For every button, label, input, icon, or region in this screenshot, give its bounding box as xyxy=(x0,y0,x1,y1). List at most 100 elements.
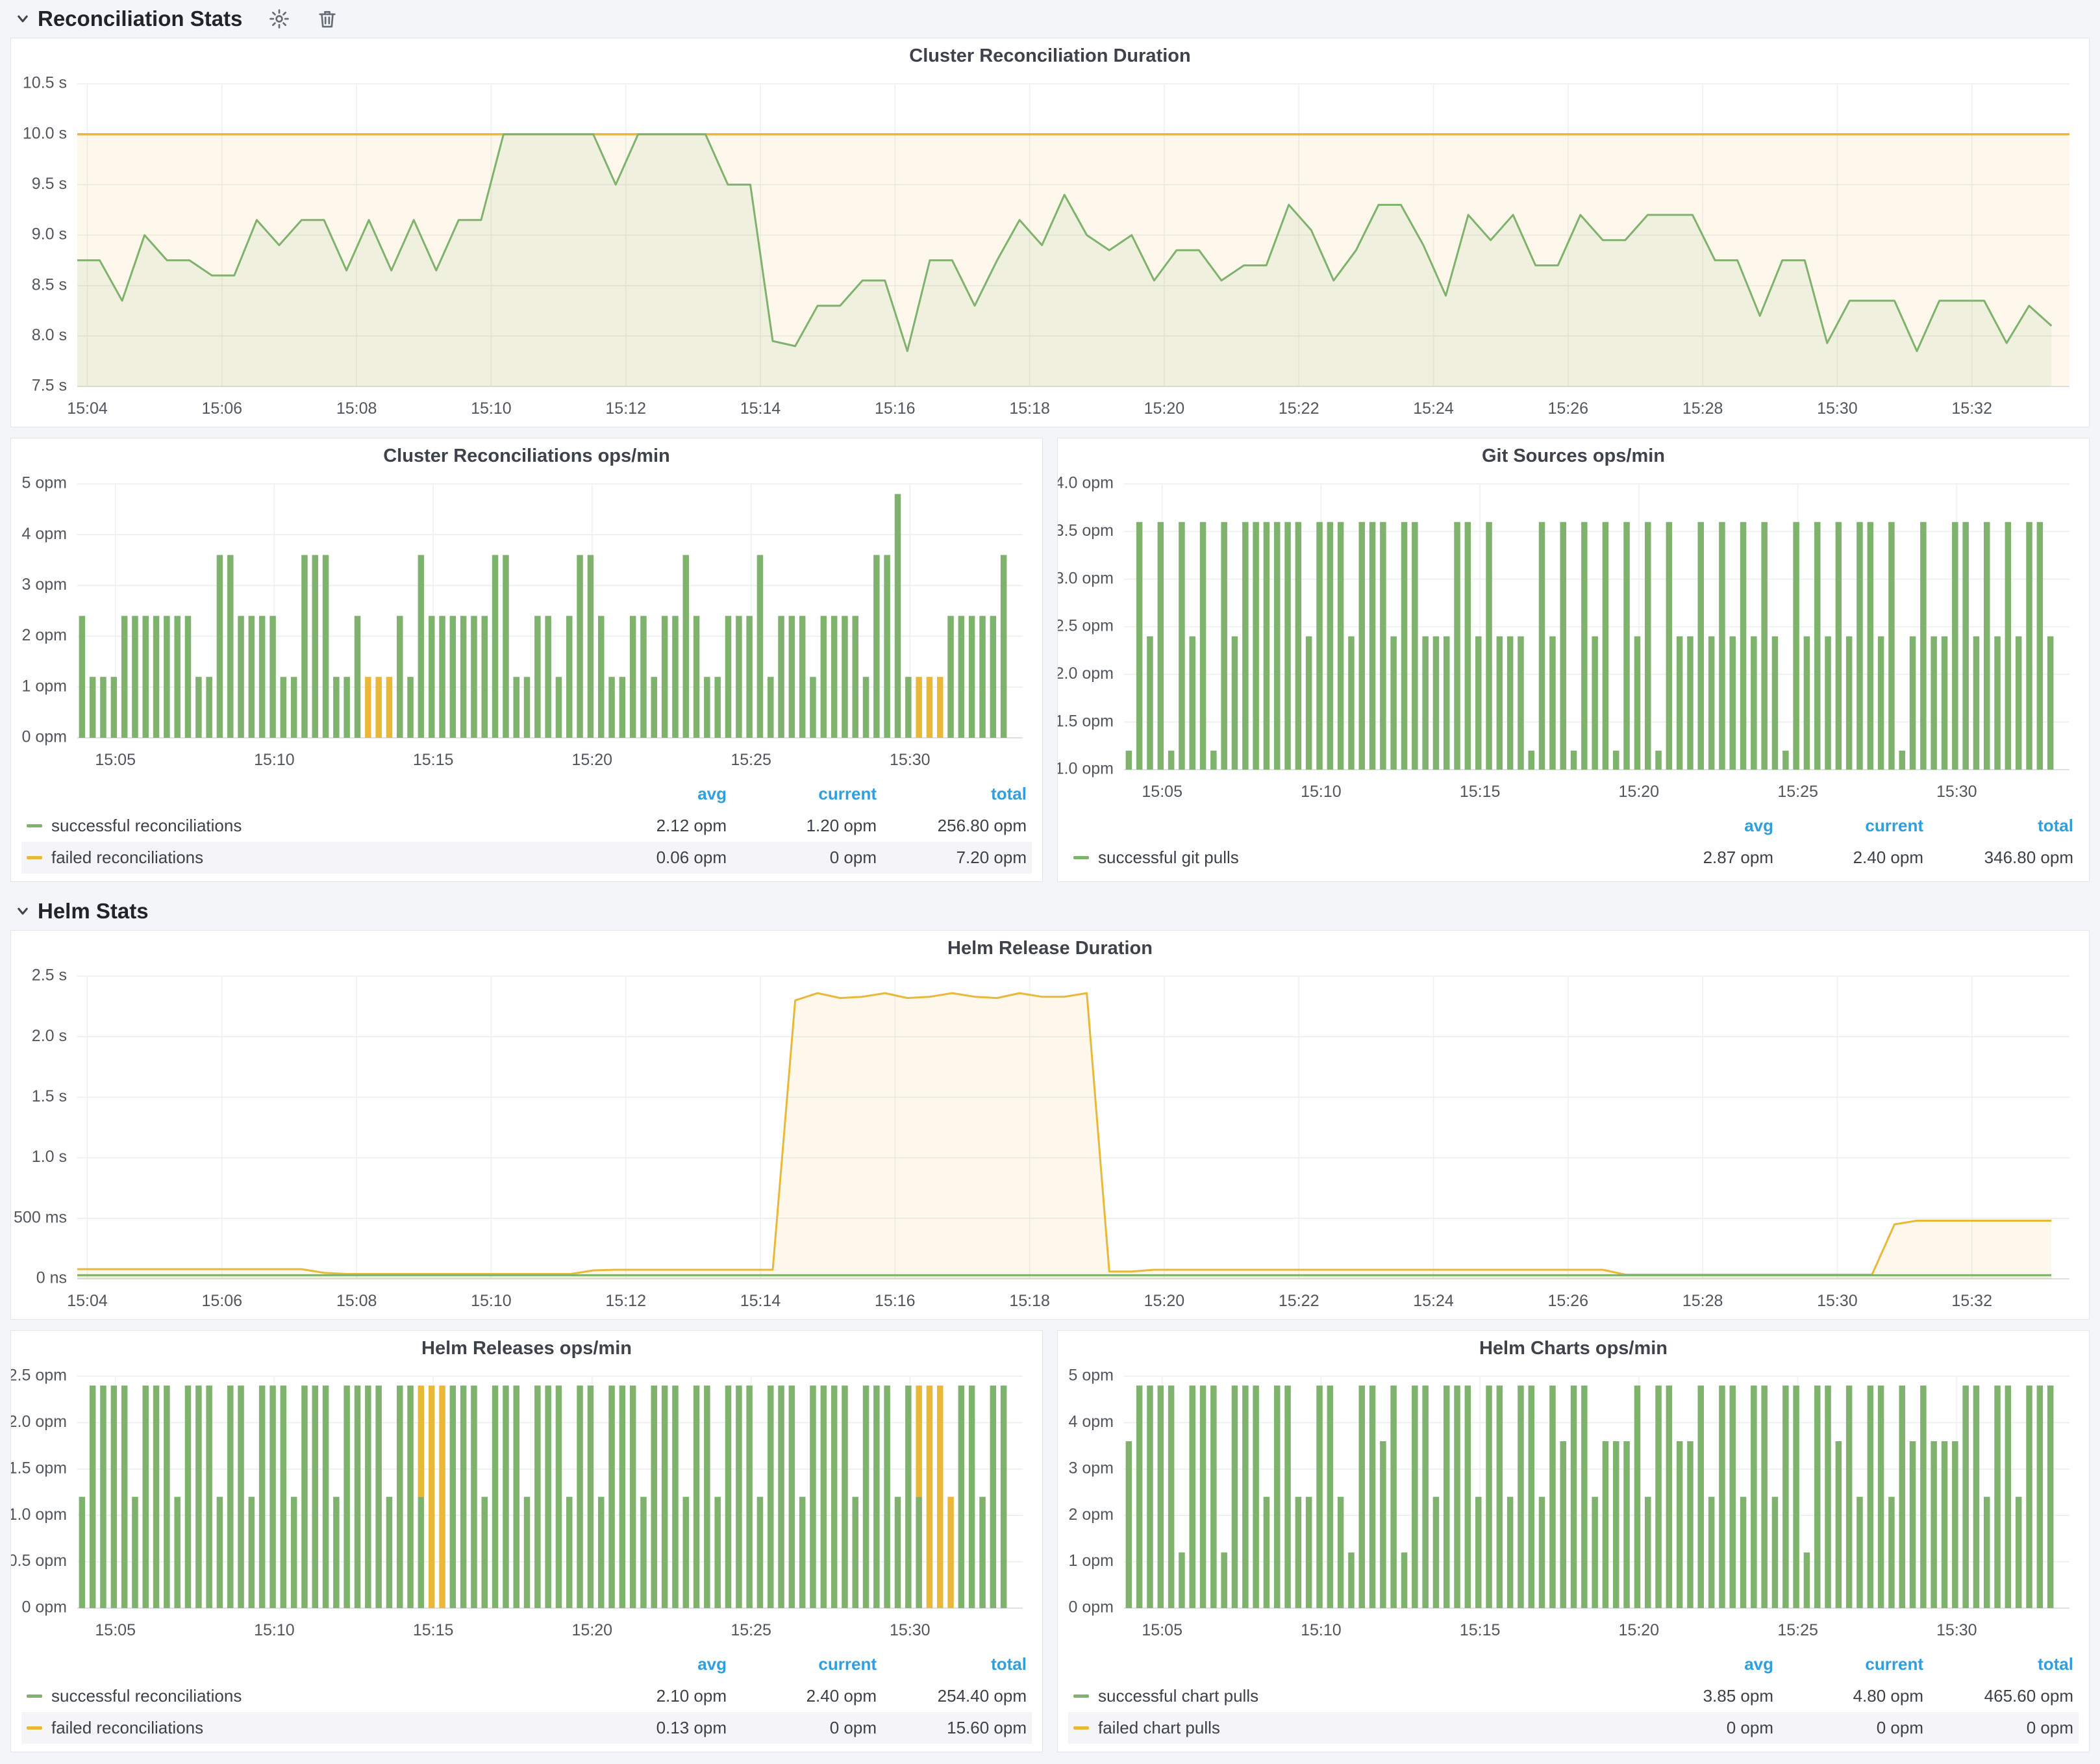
legend-current-value: 0 opm xyxy=(829,848,877,867)
svg-text:15:04: 15:04 xyxy=(67,399,108,418)
legend-current-value: 0 opm xyxy=(829,1718,877,1737)
legend-series-label[interactable]: successful reconciliations xyxy=(21,1680,582,1712)
svg-text:15:25: 15:25 xyxy=(1777,783,1818,801)
panel-title[interactable]: Helm Releases ops/min xyxy=(421,1338,632,1359)
cluster-reconciliations-plot[interactable]: 15:05 15:10 15:15 15:20 15:25 15:30 0 opm 1 opm… xyxy=(11,473,1042,778)
svg-text:15:16: 15:16 xyxy=(875,1292,916,1310)
svg-text:15:08: 15:08 xyxy=(336,1292,377,1310)
svg-text:15:30: 15:30 xyxy=(1817,399,1858,418)
svg-text:1.5 opm: 1.5 opm xyxy=(1058,712,1114,730)
svg-text:15:26: 15:26 xyxy=(1548,1292,1589,1310)
panel-helm-release-duration: Helm Release Duration 15:04 15:06 15:08 15:… xyxy=(10,930,2090,1320)
legend-avg-value: 2.12 opm xyxy=(656,816,727,835)
svg-text:15:06: 15:06 xyxy=(202,1292,243,1310)
panel-title[interactable]: Helm Charts ops/min xyxy=(1479,1338,1668,1359)
git-sources-plot[interactable]: 15:05 15:10 15:15 15:20 15:25 15:30 1.0 opm 1.5… xyxy=(1058,473,2089,810)
helm-charts-plot[interactable]: 15:05 15:10 15:15 15:20 15:25 15:30 0 opm 1 opm… xyxy=(1058,1366,2089,1648)
svg-text:2.0 opm: 2.0 opm xyxy=(1058,664,1114,683)
legend-series-label[interactable]: successful reconciliations xyxy=(21,810,582,842)
panel-title[interactable]: Helm Release Duration xyxy=(947,938,1153,959)
svg-text:15:20: 15:20 xyxy=(1619,783,1660,801)
svg-text:15:26: 15:26 xyxy=(1548,399,1589,418)
svg-text:15:25: 15:25 xyxy=(731,1621,771,1639)
legend-header-total[interactable]: total xyxy=(991,784,1027,803)
series-color-dash-icon xyxy=(1073,1726,1089,1730)
legend-header-avg[interactable]: avg xyxy=(697,1654,727,1674)
helm-releases-chart[interactable]: 15:05 15:10 15:15 15:20 15:25 15:30 0 opm 0.5 o… xyxy=(11,1366,1042,1648)
svg-text:0 opm: 0 opm xyxy=(22,1598,67,1617)
panel-cluster-reconciliation-duration: Cluster Reconciliation Duration 15:04 15:… xyxy=(10,38,2090,427)
helm-releases-plot[interactable]: 15:05 15:10 15:15 15:20 15:25 15:30 0 opm 0.5 o… xyxy=(11,1366,1042,1648)
svg-text:2.5 s: 2.5 s xyxy=(32,966,67,985)
svg-text:15:10: 15:10 xyxy=(254,751,295,769)
legend-avg-value: 2.10 opm xyxy=(656,1686,727,1706)
helm-release-duration-plot[interactable]: 15:04 15:06 15:08 15:10 15:12 15:14 15:16 15:18… xyxy=(11,966,2089,1319)
svg-text:15:20: 15:20 xyxy=(1144,1292,1185,1310)
svg-text:15:22: 15:22 xyxy=(1279,399,1319,418)
legend-header-current[interactable]: current xyxy=(1865,1654,1923,1674)
legend-header-avg[interactable]: avg xyxy=(1744,1654,1773,1674)
svg-text:15:20: 15:20 xyxy=(572,751,613,769)
helm-release-duration-chart[interactable]: 15:04 15:06 15:08 15:10 15:12 15:14 15:16 15:18… xyxy=(11,966,2089,1319)
legend-series-label[interactable]: successful chart pulls xyxy=(1068,1680,1629,1712)
svg-text:0 ns: 0 ns xyxy=(36,1269,67,1287)
chevron-down-icon[interactable] xyxy=(13,9,32,29)
svg-text:0.5 opm: 0.5 opm xyxy=(11,1552,67,1570)
svg-text:2 opm: 2 opm xyxy=(1069,1506,1114,1524)
svg-text:15:06: 15:06 xyxy=(202,399,243,418)
panel-title[interactable]: Git Sources ops/min xyxy=(1482,446,1665,466)
svg-text:1.5 s: 1.5 s xyxy=(32,1087,67,1105)
svg-text:15:10: 15:10 xyxy=(471,399,512,418)
legend-current-value: 1.20 opm xyxy=(806,816,877,835)
svg-text:10.0 s: 10.0 s xyxy=(23,124,67,142)
svg-text:9.0 s: 9.0 s xyxy=(32,225,67,244)
panel-title[interactable]: Cluster Reconciliations ops/min xyxy=(383,446,670,466)
trash-icon[interactable] xyxy=(316,8,338,30)
legend-header-total[interactable]: total xyxy=(2038,1654,2073,1674)
legend: avg current total successful git pulls 2.87 … xyxy=(1058,810,2089,881)
legend-current-value: 0 opm xyxy=(1876,1718,1923,1737)
svg-text:4 opm: 4 opm xyxy=(22,525,67,543)
svg-text:15:10: 15:10 xyxy=(1301,1621,1342,1639)
svg-text:15:28: 15:28 xyxy=(1682,1292,1723,1310)
section-title[interactable]: Reconciliation Stats xyxy=(38,6,243,31)
chevron-down-icon[interactable] xyxy=(13,901,32,921)
section-title[interactable]: Helm Stats xyxy=(38,899,149,923)
svg-text:8.0 s: 8.0 s xyxy=(32,326,67,344)
svg-text:15:15: 15:15 xyxy=(1460,1621,1501,1639)
git-sources-chart[interactable]: 15:05 15:10 15:15 15:20 15:25 15:30 1.0 opm 1.5… xyxy=(1058,473,2089,810)
legend-header-avg[interactable]: avg xyxy=(1744,816,1773,835)
gear-icon[interactable] xyxy=(268,8,290,30)
legend-row: failed reconciliations 0.06 opm 0 opm 7.20 … xyxy=(21,842,1032,874)
legend-avg-value: 3.85 opm xyxy=(1703,1686,1773,1706)
legend-header-avg[interactable]: avg xyxy=(697,784,727,803)
svg-text:15:18: 15:18 xyxy=(1009,1292,1050,1310)
legend-header-current[interactable]: current xyxy=(1865,816,1923,835)
section-reconciliation-stats: Reconciliation Stats xyxy=(0,0,2100,38)
series-color-dash-icon xyxy=(27,856,42,859)
legend-header-current[interactable]: current xyxy=(818,784,877,803)
series-color-dash-icon xyxy=(27,1726,42,1730)
legend-avg-value: 0.06 opm xyxy=(656,848,727,867)
legend-header-current[interactable]: current xyxy=(818,1654,877,1674)
legend-series-label[interactable]: failed reconciliations xyxy=(21,1712,582,1744)
legend-series-label[interactable]: failed chart pulls xyxy=(1068,1712,1629,1744)
legend-total-value: 254.40 opm xyxy=(937,1686,1027,1706)
cluster-reconciliations-chart[interactable]: 15:05 15:10 15:15 15:20 15:25 15:30 0 opm 1 opm… xyxy=(11,473,1042,778)
panel-title[interactable]: Cluster Reconciliation Duration xyxy=(909,45,1191,66)
helm-charts-chart[interactable]: 15:05 15:10 15:15 15:20 15:25 15:30 0 opm 1 opm… xyxy=(1058,1366,2089,1648)
svg-text:15:25: 15:25 xyxy=(1777,1621,1818,1639)
svg-text:1.0 s: 1.0 s xyxy=(32,1148,67,1166)
cluster-reconciliation-duration-plot[interactable]: 15:04 15:06 15:08 15:10 15:12 15:14 15:16 15:18… xyxy=(11,73,2089,427)
cluster-reconciliation-duration-chart[interactable]: 15:04 15:06 15:08 15:10 15:12 15:14 15:16 15:18… xyxy=(11,73,2089,427)
legend-header-total[interactable]: total xyxy=(991,1654,1027,1674)
legend-row: failed reconciliations 0.13 opm 0 opm 15.60… xyxy=(21,1712,1032,1744)
legend-series-label[interactable]: failed reconciliations xyxy=(21,842,582,874)
svg-text:15:28: 15:28 xyxy=(1682,399,1723,418)
svg-text:15:32: 15:32 xyxy=(1951,1292,1992,1310)
svg-text:3 opm: 3 opm xyxy=(1069,1459,1114,1477)
svg-text:15:15: 15:15 xyxy=(413,751,454,769)
legend-row: failed chart pulls 0 opm 0 opm 0 opm xyxy=(1068,1712,2079,1744)
legend-series-label[interactable]: successful git pulls xyxy=(1068,842,1629,874)
legend-header-total[interactable]: total xyxy=(2038,816,2073,835)
